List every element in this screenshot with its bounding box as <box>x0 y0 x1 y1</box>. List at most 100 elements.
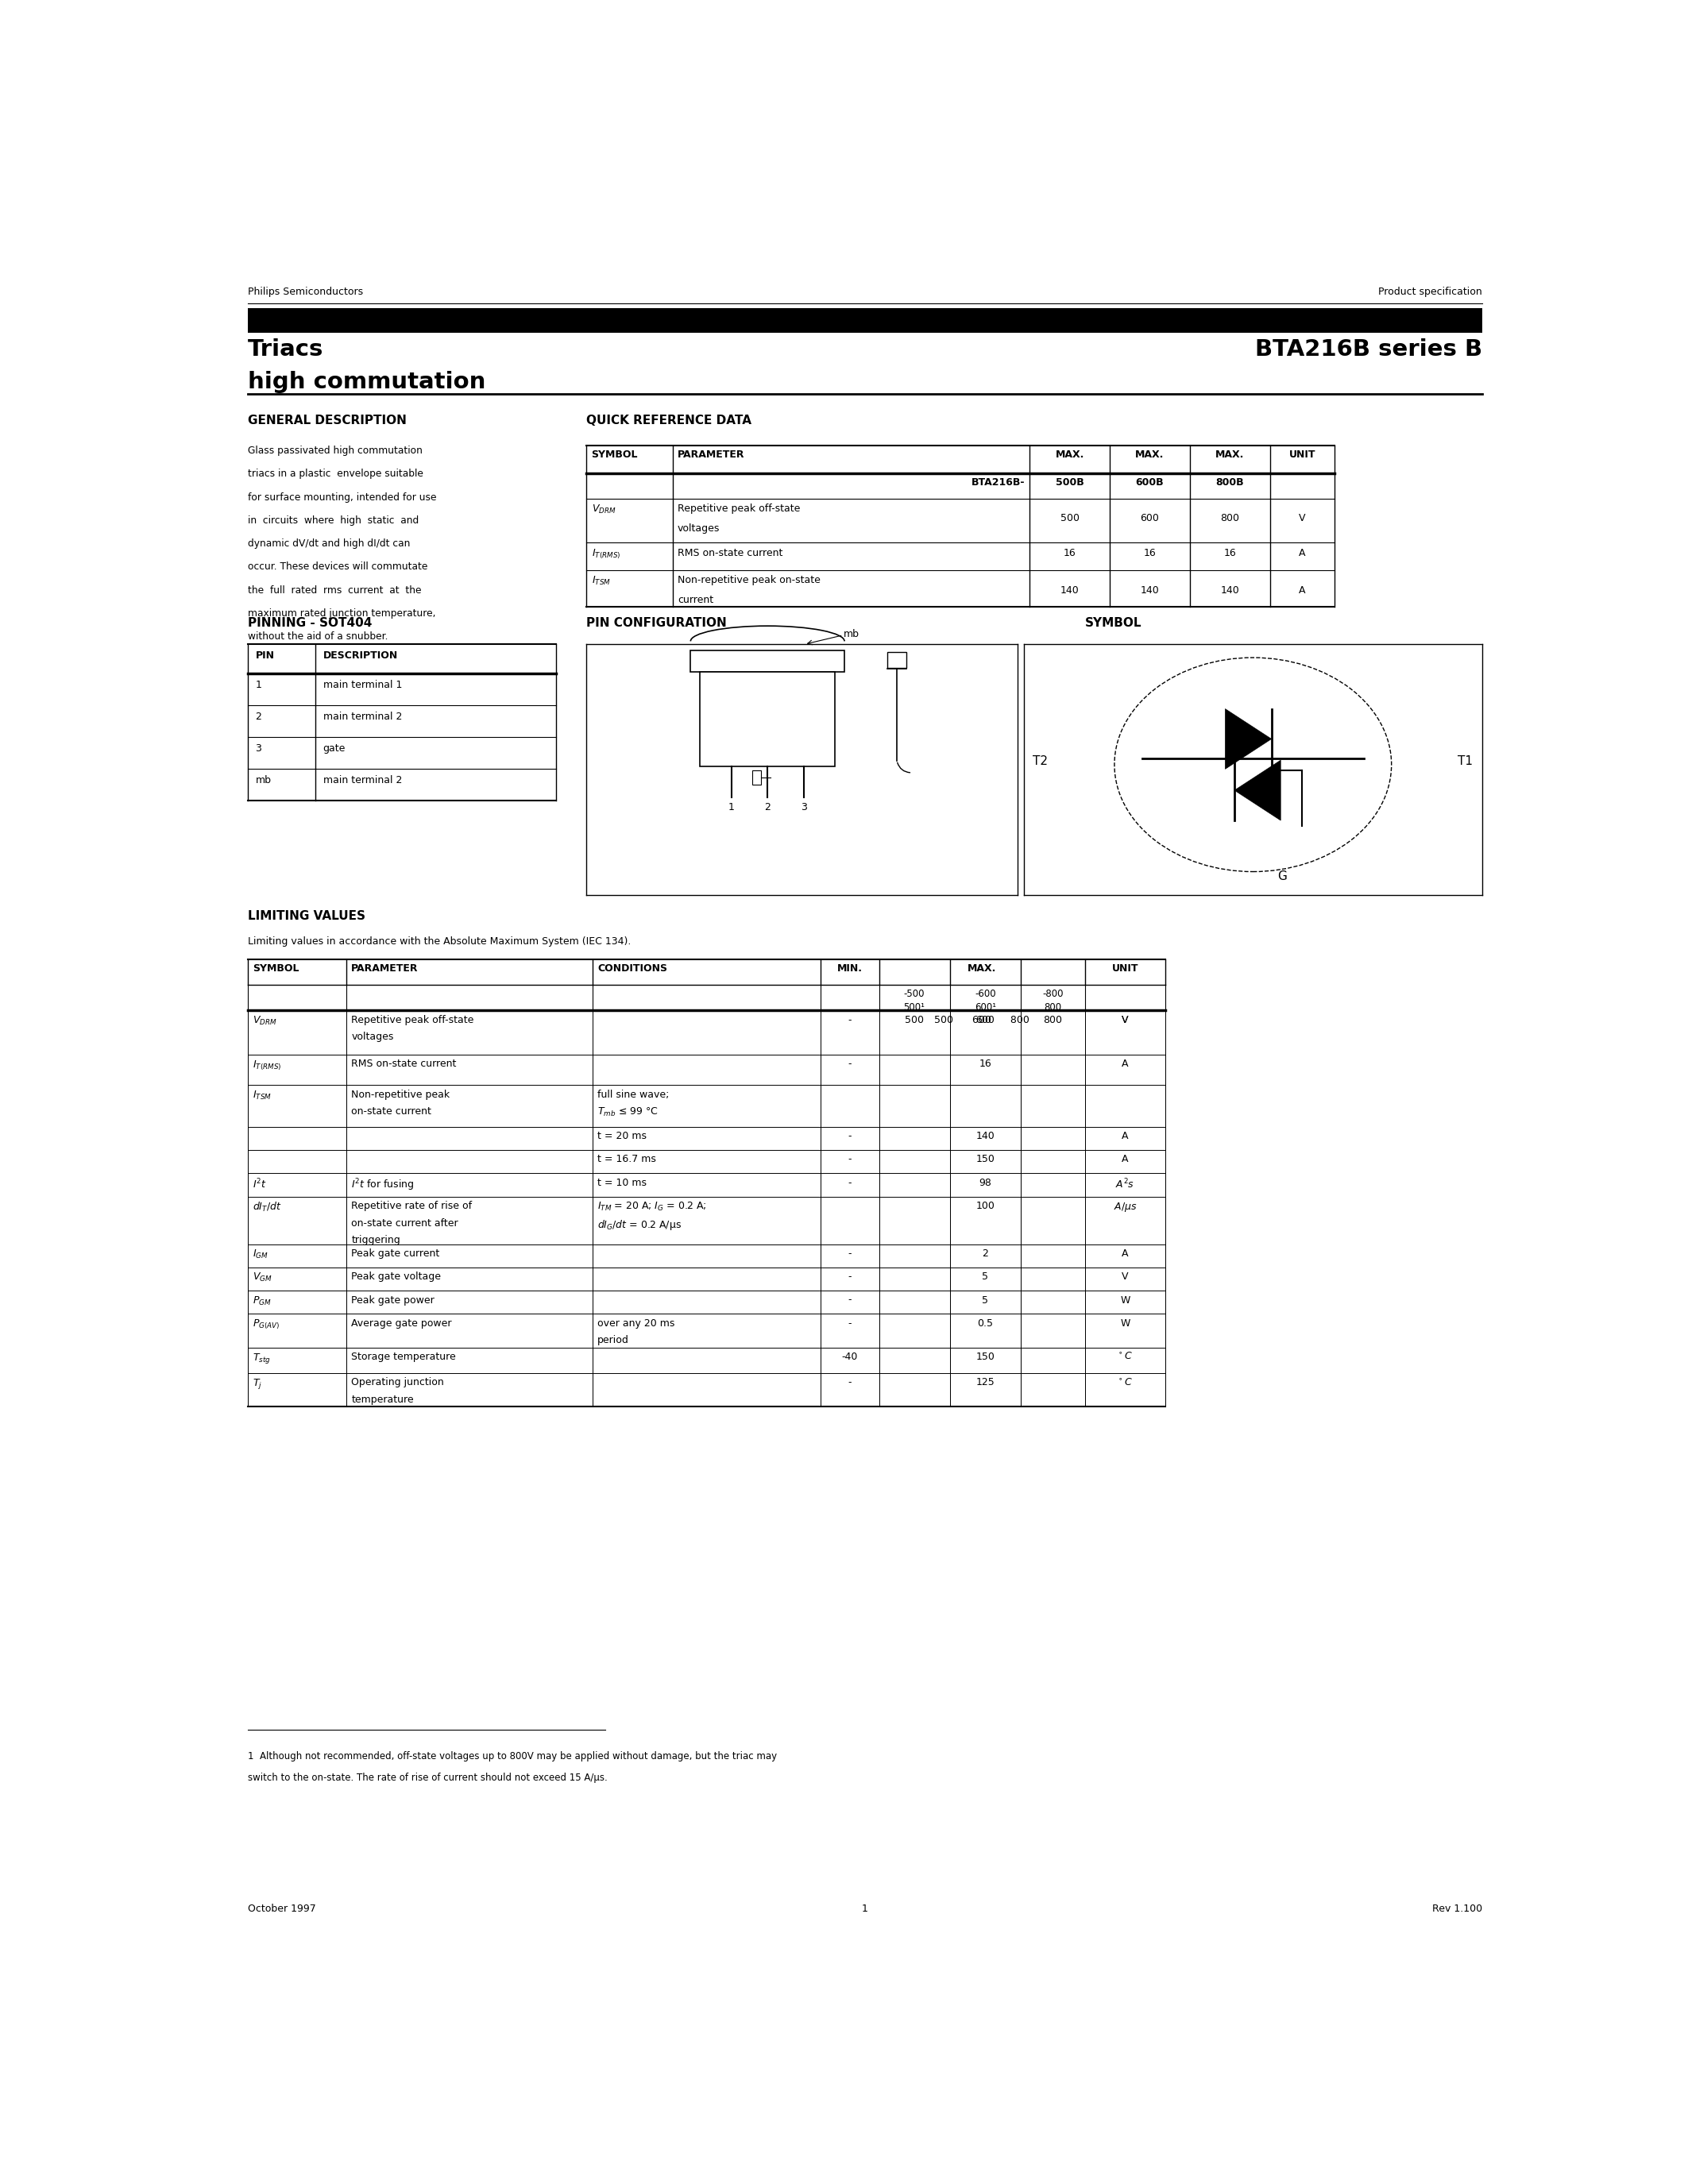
Text: 1: 1 <box>863 1904 868 1915</box>
Text: SYMBOL: SYMBOL <box>591 450 638 461</box>
Text: voltages: voltages <box>351 1033 393 1042</box>
Text: for surface mounting, intended for use: for surface mounting, intended for use <box>248 491 437 502</box>
Text: LIMITING VALUES: LIMITING VALUES <box>248 911 366 922</box>
Text: 800B: 800B <box>1215 478 1244 487</box>
Text: 98: 98 <box>979 1177 991 1188</box>
Text: GENERAL DESCRIPTION: GENERAL DESCRIPTION <box>248 415 407 426</box>
Text: period: period <box>598 1334 630 1345</box>
Text: $^\circ C$: $^\circ C$ <box>1117 1378 1133 1387</box>
Bar <box>701 673 836 767</box>
Text: Triacs: Triacs <box>248 339 324 360</box>
Text: 600: 600 <box>976 1016 994 1024</box>
Text: 16: 16 <box>1224 548 1236 557</box>
Text: over any 20 ms: over any 20 ms <box>598 1319 675 1328</box>
Text: 16: 16 <box>979 1059 991 1070</box>
Text: 140: 140 <box>1060 585 1079 596</box>
Text: $I_{T(RMS)}$: $I_{T(RMS)}$ <box>253 1059 282 1072</box>
Text: $P_{G(AV)}$: $P_{G(AV)}$ <box>253 1319 280 1332</box>
Text: Operating junction: Operating junction <box>351 1378 444 1387</box>
Text: V: V <box>1298 513 1305 524</box>
Text: W: W <box>1121 1295 1131 1306</box>
Text: $P_{GM}$: $P_{GM}$ <box>253 1295 272 1306</box>
Text: V: V <box>1123 1016 1129 1024</box>
Text: Limiting values in accordance with the Absolute Maximum System (IEC 134).: Limiting values in accordance with the A… <box>248 937 631 946</box>
Text: MAX.: MAX. <box>1215 450 1244 461</box>
Text: MAX.: MAX. <box>1055 450 1084 461</box>
Text: PARAMETER: PARAMETER <box>351 963 419 974</box>
Text: -: - <box>847 1131 851 1142</box>
Text: -: - <box>847 1155 851 1164</box>
Text: maximum rated junction temperature,: maximum rated junction temperature, <box>248 607 436 618</box>
Text: -: - <box>847 1295 851 1306</box>
Bar <box>248 308 1482 332</box>
Text: PARAMETER: PARAMETER <box>677 450 744 461</box>
Text: A: A <box>1123 1155 1129 1164</box>
Text: $I_{T(RMS)}$: $I_{T(RMS)}$ <box>591 548 619 561</box>
Text: 2: 2 <box>255 712 262 723</box>
Text: Rev 1.100: Rev 1.100 <box>1431 1904 1482 1915</box>
Text: RMS on-state current: RMS on-state current <box>677 548 783 557</box>
Text: 16: 16 <box>1143 548 1156 557</box>
Text: $A/\mu s$: $A/\mu s$ <box>1114 1201 1138 1214</box>
Text: -: - <box>847 1177 851 1188</box>
Text: main terminal 2: main terminal 2 <box>322 775 402 786</box>
Text: 140: 140 <box>1141 585 1160 596</box>
Text: temperature: temperature <box>351 1396 414 1404</box>
Text: high commutation: high commutation <box>248 371 486 393</box>
Text: Glass passivated high commutation: Glass passivated high commutation <box>248 446 422 456</box>
Text: t = 16.7 ms: t = 16.7 ms <box>598 1155 657 1164</box>
Text: $A^2s$: $A^2s$ <box>1116 1177 1134 1190</box>
Text: DESCRIPTION: DESCRIPTION <box>322 651 398 662</box>
Text: October 1997: October 1997 <box>248 1904 316 1915</box>
Text: Peak gate power: Peak gate power <box>351 1295 434 1306</box>
Text: SYMBOL: SYMBOL <box>1085 616 1143 629</box>
Text: V: V <box>1123 1271 1129 1282</box>
Text: main terminal 1: main terminal 1 <box>322 679 402 690</box>
Text: Repetitive peak off-state: Repetitive peak off-state <box>351 1016 474 1024</box>
Text: 1: 1 <box>728 802 734 812</box>
Text: current: current <box>677 594 714 605</box>
Text: voltages: voltages <box>677 524 721 533</box>
Text: UNIT: UNIT <box>1112 963 1138 974</box>
Text: -: - <box>847 1378 851 1387</box>
Text: 800: 800 <box>1220 513 1239 524</box>
Text: 500: 500 <box>1060 513 1079 524</box>
Text: switch to the on-state. The rate of rise of current should not exceed 15 A/μs.: switch to the on-state. The rate of rise… <box>248 1773 608 1782</box>
Text: 800: 800 <box>1043 1016 1062 1024</box>
Text: 1: 1 <box>255 679 262 690</box>
Text: mb: mb <box>255 775 272 786</box>
Text: $I_{TM}$ = 20 A; $I_G$ = 0.2 A;: $I_{TM}$ = 20 A; $I_G$ = 0.2 A; <box>598 1201 707 1212</box>
Text: 16: 16 <box>1063 548 1075 557</box>
Text: A: A <box>1298 548 1305 557</box>
Text: 140: 140 <box>976 1131 994 1142</box>
Text: PINNING - SOT404: PINNING - SOT404 <box>248 616 371 629</box>
Text: $T_j$: $T_j$ <box>253 1378 262 1391</box>
Text: A: A <box>1123 1249 1129 1258</box>
Text: on-state current: on-state current <box>351 1107 432 1116</box>
Text: A: A <box>1298 585 1305 596</box>
Text: -: - <box>847 1271 851 1282</box>
Text: -: - <box>847 1249 851 1258</box>
Text: A: A <box>1123 1059 1129 1070</box>
Text: 1  Although not recommended, off-state voltages up to 800V may be applied withou: 1 Although not recommended, off-state vo… <box>248 1752 776 1762</box>
Text: $T_{stg}$: $T_{stg}$ <box>253 1352 272 1365</box>
Text: $I^2t$: $I^2t$ <box>253 1177 267 1190</box>
Text: 600: 600 <box>1141 513 1160 524</box>
Text: 500      600      800: 500 600 800 <box>935 1016 1030 1024</box>
Text: -600: -600 <box>974 989 996 998</box>
Text: full sine wave;: full sine wave; <box>598 1090 670 1101</box>
Text: Storage temperature: Storage temperature <box>351 1352 456 1363</box>
Text: V: V <box>1123 1016 1129 1024</box>
Text: t = 10 ms: t = 10 ms <box>598 1177 647 1188</box>
Text: UNIT: UNIT <box>1290 450 1315 461</box>
Text: Repetitive rate of rise of: Repetitive rate of rise of <box>351 1201 473 1212</box>
Text: $V_{DRM}$: $V_{DRM}$ <box>591 505 616 515</box>
Text: -40: -40 <box>842 1352 858 1363</box>
Text: MAX.: MAX. <box>967 963 996 974</box>
Text: 100: 100 <box>976 1201 994 1212</box>
Text: on-state current after: on-state current after <box>351 1219 459 1227</box>
Text: $T_{mb}$ ≤ 99 °C: $T_{mb}$ ≤ 99 °C <box>598 1107 658 1118</box>
Text: $V_{GM}$: $V_{GM}$ <box>253 1271 272 1284</box>
Text: in  circuits  where  high  static  and: in circuits where high static and <box>248 515 419 526</box>
Text: triacs in a plastic  envelope suitable: triacs in a plastic envelope suitable <box>248 470 424 478</box>
